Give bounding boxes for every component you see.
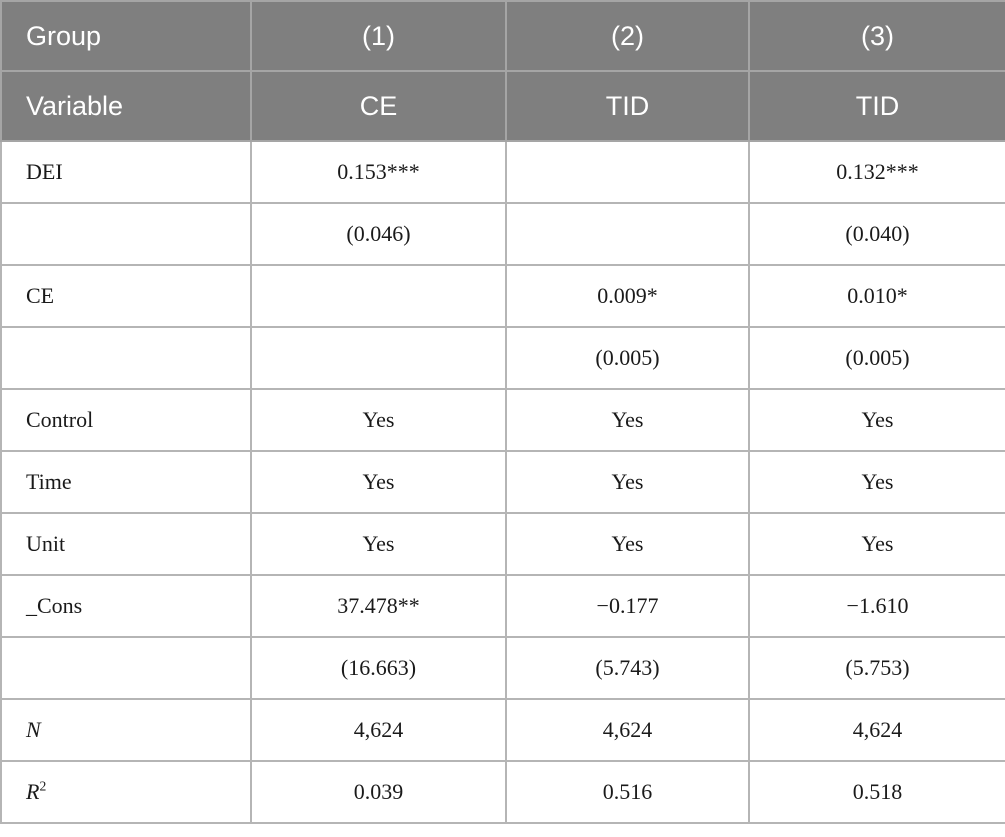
table-cell: (0.005) <box>748 326 1005 390</box>
table-cell: Yes <box>505 388 750 452</box>
header-row-variable: Variable CE TID TID <box>0 70 1005 142</box>
header-cell-model-2: (2) <box>505 0 750 72</box>
table-row-unit: Unit Yes Yes Yes <box>0 512 1005 576</box>
row-label-cell <box>0 202 252 266</box>
header-cell-variable: Variable <box>0 70 252 142</box>
row-label-cell: DEI <box>0 140 252 204</box>
table-cell: 0.010* <box>748 264 1005 328</box>
row-label-cell <box>0 326 252 390</box>
row-label-cell: N <box>0 698 252 762</box>
table-cell <box>505 202 750 266</box>
row-label-cell: _Cons <box>0 574 252 638</box>
table-cell: Yes <box>505 512 750 576</box>
row-label-cell: Unit <box>0 512 252 576</box>
table-cell: −1.610 <box>748 574 1005 638</box>
table-header: Group (1) (2) (3) Variable CE TID TID <box>0 0 1005 142</box>
table-cell: Yes <box>505 450 750 514</box>
table-cell: 0.009* <box>505 264 750 328</box>
table-cell: (5.753) <box>748 636 1005 700</box>
table-cell: (0.005) <box>505 326 750 390</box>
header-cell-dv-1: CE <box>250 70 507 142</box>
row-label-cell: CE <box>0 264 252 328</box>
table-row-control: Control Yes Yes Yes <box>0 388 1005 452</box>
table-row-cons: _Cons 37.478** −0.177 −1.610 <box>0 574 1005 638</box>
table-row-n: N 4,624 4,624 4,624 <box>0 698 1005 762</box>
row-label-cell: Control <box>0 388 252 452</box>
table-cell: Yes <box>250 512 507 576</box>
table-cell: 4,624 <box>748 698 1005 762</box>
header-cell-dv-2: TID <box>505 70 750 142</box>
row-label-cell <box>0 636 252 700</box>
table-cell: 0.153*** <box>250 140 507 204</box>
table-cell: −0.177 <box>505 574 750 638</box>
header-cell-dv-3: TID <box>748 70 1005 142</box>
table-cell: (0.040) <box>748 202 1005 266</box>
table-row-cons-se: (16.663) (5.743) (5.753) <box>0 636 1005 700</box>
table-cell: Yes <box>250 388 507 452</box>
table-cell <box>250 326 507 390</box>
row-label-cell: Time <box>0 450 252 514</box>
table-cell: 0.132*** <box>748 140 1005 204</box>
table-cell: 0.518 <box>748 760 1005 824</box>
table-cell: (5.743) <box>505 636 750 700</box>
table-cell: 4,624 <box>250 698 507 762</box>
table-cell: (16.663) <box>250 636 507 700</box>
header-cell-model-3: (3) <box>748 0 1005 72</box>
table-cell: Yes <box>748 450 1005 514</box>
header-row-group: Group (1) (2) (3) <box>0 0 1005 72</box>
table-body: DEI 0.153*** 0.132*** (0.046) (0.040) CE… <box>0 140 1005 824</box>
header-cell-model-1: (1) <box>250 0 507 72</box>
table-cell: 37.478** <box>250 574 507 638</box>
table-row-dei: DEI 0.153*** 0.132*** <box>0 140 1005 204</box>
header-cell-group: Group <box>0 0 252 72</box>
r-squared-label: R <box>26 779 40 804</box>
table-cell <box>505 140 750 204</box>
table-cell: (0.046) <box>250 202 507 266</box>
table-row-ce: CE 0.009* 0.010* <box>0 264 1005 328</box>
table-cell: 4,624 <box>505 698 750 762</box>
table-row-ce-se: (0.005) (0.005) <box>0 326 1005 390</box>
table-row-time: Time Yes Yes Yes <box>0 450 1005 514</box>
table-row-r-squared: R2 0.039 0.516 0.518 <box>0 760 1005 824</box>
table-cell: Yes <box>748 512 1005 576</box>
superscript-2: 2 <box>39 778 47 794</box>
table-cell <box>250 264 507 328</box>
table-cell: Yes <box>250 450 507 514</box>
row-label-cell: R2 <box>0 760 252 824</box>
table-cell: 0.516 <box>505 760 750 824</box>
table-row-dei-se: (0.046) (0.040) <box>0 202 1005 266</box>
table-cell: 0.039 <box>250 760 507 824</box>
table-cell: Yes <box>748 388 1005 452</box>
